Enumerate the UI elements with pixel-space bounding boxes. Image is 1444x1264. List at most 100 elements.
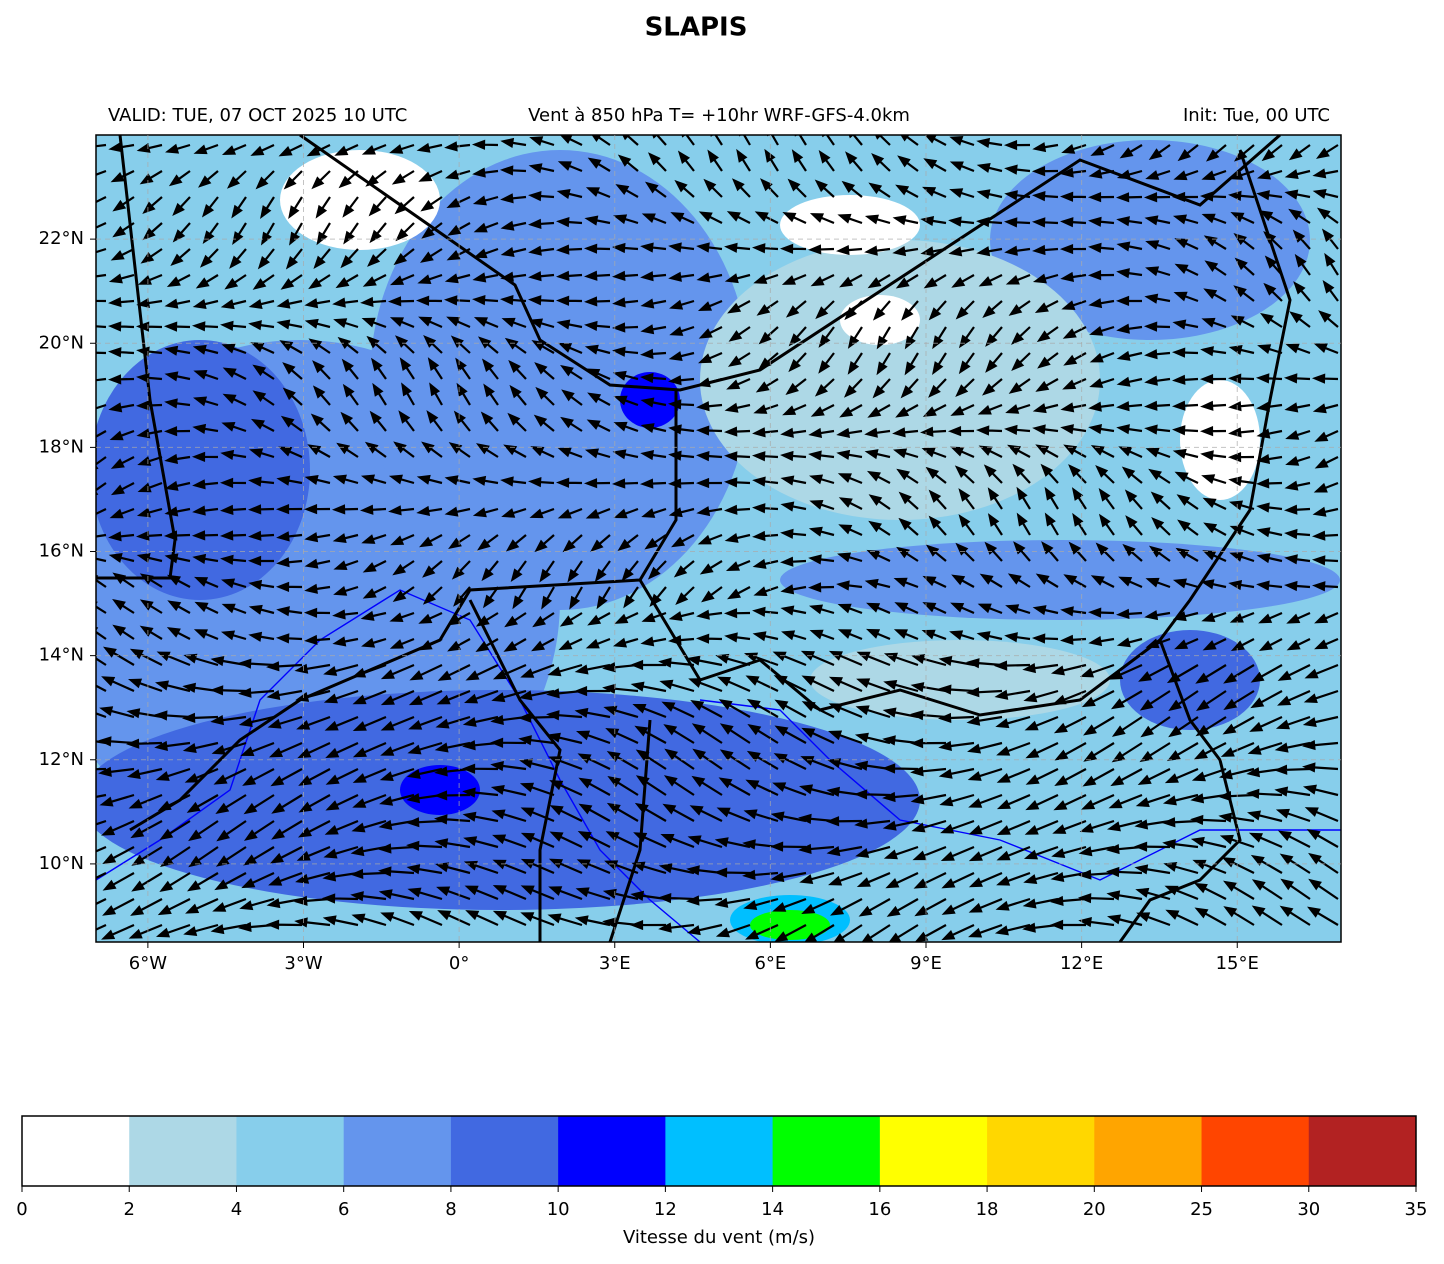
- wind-arrow: [369, 410, 387, 432]
- wind-arrow: [785, 378, 807, 395]
- field-patch: [750, 910, 830, 940]
- wind-arrow: [1314, 456, 1339, 469]
- wind-arrow: [338, 170, 359, 189]
- wind-arrow: [781, 273, 807, 285]
- wind-arrow: [426, 410, 443, 432]
- wind-arrow: [503, 444, 527, 458]
- wind-arrow: [938, 767, 975, 779]
- wind-arrow: [528, 191, 555, 202]
- wind-arrow: [947, 426, 975, 437]
- wind-arrow: [547, 913, 583, 927]
- wind-arrow: [556, 319, 583, 330]
- wind-arrow: [528, 271, 555, 282]
- wind-arrow: [1150, 491, 1171, 510]
- wind-arrow: [221, 343, 247, 355]
- wind-arrow: [556, 189, 583, 199]
- wind-arrow: [718, 777, 751, 796]
- wind-arrow: [157, 898, 191, 916]
- wind-arrow: [280, 415, 303, 432]
- wind-arrow: [922, 575, 947, 588]
- wind-arrow: [629, 659, 667, 671]
- wind-arrow: [1087, 270, 1115, 281]
- wind-arrow: [865, 628, 891, 641]
- wind-arrow: [1031, 166, 1059, 177]
- wind-arrow: [578, 803, 611, 822]
- wind-arrow: [1090, 144, 1115, 156]
- wind-arrow: [163, 530, 191, 541]
- wind-arrow: [157, 794, 191, 812]
- wind-arrow: [192, 479, 219, 490]
- wind-arrow: [1313, 481, 1339, 493]
- wind-arrow: [102, 846, 135, 865]
- wind-arrow: [361, 317, 387, 329]
- wind-arrow: [876, 326, 891, 350]
- wind-arrow: [519, 758, 555, 771]
- wind-arrow: [472, 507, 499, 518]
- wind-arrow: [658, 657, 695, 668]
- wind-arrow: [195, 274, 219, 289]
- wind-arrow: [1007, 573, 1031, 588]
- wind-arrow: [621, 560, 639, 582]
- colorbar-segment: [1201, 1116, 1310, 1186]
- wind-arrow: [434, 814, 471, 825]
- wind-arrow: [296, 845, 331, 861]
- wind-arrow: [1259, 210, 1283, 224]
- wind-arrow: [951, 574, 975, 588]
- wind-arrow: [1311, 530, 1339, 541]
- wind-arrow: [491, 809, 527, 823]
- wind-arrow: [745, 923, 779, 940]
- wind-arrow: [1054, 768, 1087, 787]
- wind-arrow: [167, 600, 191, 614]
- wind-arrow: [1227, 452, 1255, 463]
- wind-arrow: [1145, 240, 1171, 251]
- wind-arrow: [1203, 235, 1227, 250]
- wind-arrow: [500, 220, 527, 231]
- wind-arrow: [612, 637, 639, 648]
- lat-tick-label: 18°N: [39, 436, 84, 457]
- colorbar-segment: [772, 1116, 881, 1186]
- wind-arrow: [1005, 273, 1031, 285]
- field-patch: [370, 150, 750, 610]
- wind-arrow: [500, 271, 527, 282]
- wind-arrow: [1260, 312, 1283, 328]
- wind-arrow: [125, 738, 163, 749]
- wind-arrow: [464, 885, 499, 901]
- wind-arrow: [1116, 401, 1143, 412]
- wind-arrow: [1088, 216, 1115, 227]
- wind-arrow: [418, 316, 443, 329]
- wind-arrow: [801, 675, 835, 692]
- wind-arrow: [187, 872, 219, 892]
- wind-arrow: [715, 923, 751, 938]
- wind-arrow: [611, 478, 639, 489]
- wind-arrow: [1284, 402, 1311, 413]
- wind-arrow: [275, 504, 303, 515]
- wind-arrow: [110, 248, 135, 261]
- lon-tick-label: 6°E: [754, 953, 786, 974]
- wind-arrow: [221, 143, 247, 155]
- wind-arrow: [1174, 238, 1199, 251]
- wind-arrow: [220, 299, 247, 310]
- wind-arrow: [1230, 638, 1255, 651]
- wind-arrow: [372, 382, 387, 406]
- wind-arrow: [421, 441, 443, 458]
- wind-arrow: [406, 817, 443, 828]
- wind-arrow: [667, 399, 695, 410]
- wind-arrow: [723, 477, 751, 488]
- wind-arrow: [1190, 814, 1227, 826]
- wind-arrow: [716, 807, 751, 823]
- wind-arrow: [1062, 377, 1087, 390]
- field-patch: [840, 295, 920, 345]
- wind-arrow: [695, 477, 723, 489]
- wind-arrow: [1312, 188, 1339, 199]
- wind-arrow: [574, 915, 611, 927]
- wind-arrow: [406, 840, 443, 851]
- wind-arrow: [1162, 817, 1199, 828]
- wind-arrow: [1172, 611, 1199, 622]
- wind-arrow: [640, 397, 667, 408]
- wind-arrow: [1083, 716, 1115, 736]
- wind-arrow: [669, 325, 695, 336]
- wind-arrow: [845, 151, 863, 172]
- wind-arrow: [692, 748, 723, 770]
- wind-arrow: [1256, 190, 1283, 201]
